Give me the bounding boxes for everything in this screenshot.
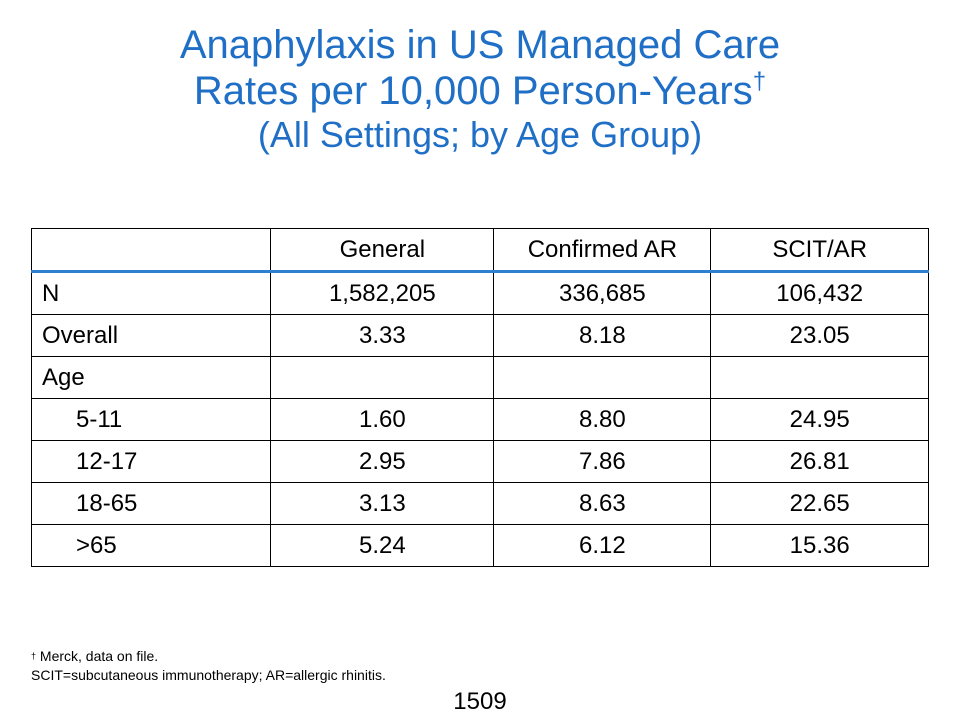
row-label: >65 bbox=[30, 524, 272, 567]
row-label: Overall bbox=[30, 314, 272, 357]
row-label: 12-17 bbox=[30, 440, 272, 483]
cell-confirmed-ar: 6.12 bbox=[493, 524, 712, 567]
title-dagger: † bbox=[752, 68, 767, 95]
row-label: 5-11 bbox=[30, 398, 272, 441]
footnote: † Merck, data on file. SCIT=subcutaneous… bbox=[31, 647, 386, 685]
table-row-age-5-11: 5-11 1.60 8.80 24.95 bbox=[30, 398, 929, 441]
title-line-3: (All Settings; by Age Group) bbox=[257, 114, 703, 155]
cell-general: 1,582,205 bbox=[270, 271, 495, 315]
cell-scit-ar: 22.65 bbox=[710, 482, 929, 525]
table-row-age-12-17: 12-17 2.95 7.86 26.81 bbox=[30, 440, 929, 483]
rates-table: General Confirmed AR SCIT/AR N 1,582,205… bbox=[30, 228, 929, 567]
table-row-age-over-65: >65 5.24 6.12 15.36 bbox=[30, 524, 929, 567]
row-label: 18-65 bbox=[30, 482, 272, 525]
row-label: Age bbox=[30, 356, 272, 399]
cell-scit-ar: 106,432 bbox=[710, 271, 929, 315]
cell-scit-ar: 26.81 bbox=[710, 440, 929, 483]
cell-general: 3.33 bbox=[270, 314, 495, 357]
cell-confirmed-ar: 8.18 bbox=[493, 314, 712, 357]
cell-general: 2.95 bbox=[270, 440, 495, 483]
table-header-row: General Confirmed AR SCIT/AR bbox=[30, 228, 929, 273]
cell-scit-ar: 23.05 bbox=[710, 314, 929, 357]
cell-scit-ar: 24.95 bbox=[710, 398, 929, 441]
header-blank bbox=[30, 228, 272, 273]
cell-scit-ar: 15.36 bbox=[710, 524, 929, 567]
cell-scit-ar bbox=[710, 356, 929, 399]
cell-confirmed-ar: 7.86 bbox=[493, 440, 712, 483]
cell-confirmed-ar bbox=[493, 356, 712, 399]
cell-confirmed-ar: 8.63 bbox=[493, 482, 712, 525]
cell-confirmed-ar: 8.80 bbox=[493, 398, 712, 441]
table-row-n: N 1,582,205 336,685 106,432 bbox=[30, 271, 929, 315]
cell-general: 1.60 bbox=[270, 398, 495, 441]
footnote-line-1: † Merck, data on file. bbox=[31, 647, 386, 666]
table-row-age-18-65: 18-65 3.13 8.63 22.65 bbox=[30, 482, 929, 525]
footnote-source: Merck, data on file. bbox=[36, 648, 159, 664]
header-scit-ar: SCIT/AR bbox=[710, 228, 929, 273]
title-line-2-text: Rates per 10,000 Person-Years bbox=[193, 69, 753, 113]
title-line-2: Rates per 10,000 Person-Years† bbox=[0, 68, 960, 114]
table-row-overall: Overall 3.33 8.18 23.05 bbox=[30, 314, 929, 357]
footnote-dagger: † bbox=[31, 651, 37, 661]
table-row-age: Age bbox=[30, 356, 929, 399]
cell-general: 5.24 bbox=[270, 524, 495, 567]
cell-general bbox=[270, 356, 495, 399]
header-general: General bbox=[270, 228, 495, 273]
slide-title: Anaphylaxis in US Managed Care Rates per… bbox=[0, 22, 960, 156]
header-confirmed-ar: Confirmed AR bbox=[493, 228, 712, 273]
footnote-line-2: SCIT=subcutaneous immunotherapy; AR=alle… bbox=[31, 667, 386, 683]
row-label: N bbox=[30, 271, 272, 315]
cell-general: 3.13 bbox=[270, 482, 495, 525]
page-number: 1509 bbox=[453, 688, 507, 715]
title-line-1: Anaphylaxis in US Managed Care bbox=[179, 23, 781, 67]
cell-confirmed-ar: 336,685 bbox=[493, 271, 712, 315]
